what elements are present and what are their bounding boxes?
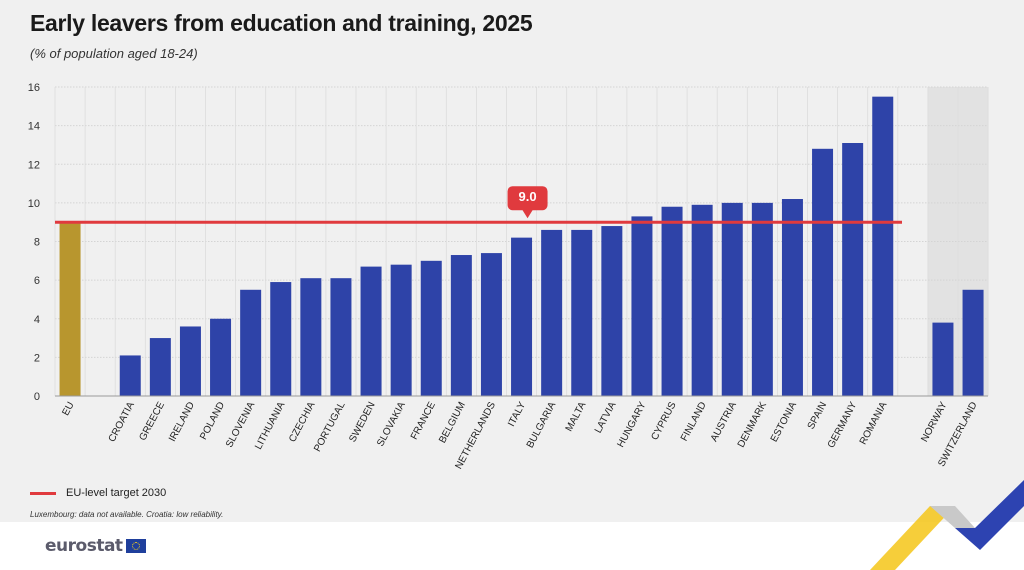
bar	[721, 202, 743, 396]
x-tick-label: NORWAY	[919, 400, 949, 444]
x-tick-label: BELGIUM	[437, 400, 468, 445]
x-tick-label: HUNGARY	[615, 400, 648, 449]
y-tick-label: 0	[34, 391, 40, 403]
x-tick-label: PORTUGAL	[312, 400, 348, 454]
x-tick-label: CZECHIA	[287, 400, 317, 444]
x-tick-label: CROATIA	[107, 400, 137, 444]
bar	[270, 282, 292, 396]
x-tick-label: POLAND	[198, 400, 227, 441]
bar	[390, 264, 412, 396]
x-tick-label: ITALY	[506, 400, 528, 429]
bar	[691, 204, 713, 396]
x-tick-label: GREECE	[137, 400, 167, 443]
target-legend-swatch	[30, 491, 56, 495]
bar	[480, 253, 502, 396]
bar	[119, 355, 141, 396]
y-tick-label: 14	[28, 121, 40, 133]
bar	[59, 222, 81, 396]
y-tick-label: 12	[28, 159, 40, 171]
x-tick-label: MALTA	[564, 400, 589, 434]
bar	[300, 278, 322, 396]
eurostat-logo: eurostat	[45, 536, 146, 556]
chart-subtitle: (% of population aged 18-24)	[30, 46, 198, 61]
x-tick-label: ESTONIA	[769, 400, 799, 444]
x-tick-label: BULGARIA	[525, 400, 559, 450]
x-tick-label: AUSTRIA	[709, 400, 739, 444]
bar	[541, 229, 563, 396]
bar	[240, 289, 262, 396]
x-tick-label: LITHUANIA	[253, 400, 287, 452]
target-value-marker	[507, 186, 548, 219]
bar	[932, 322, 954, 396]
bar	[812, 148, 834, 396]
x-tick-label: SPAIN	[806, 400, 829, 431]
x-tick-label: SLOVAKIA	[375, 400, 408, 448]
x-tick-label: CYPRUS	[649, 400, 678, 442]
bar	[872, 96, 894, 396]
decorative-chevron-icon	[870, 480, 1024, 570]
footnote: Luxembourg: data not available. Croatia:…	[30, 510, 224, 519]
bar	[360, 266, 382, 396]
eu-flag-icon	[125, 539, 146, 553]
x-tick-label: IRELAND	[167, 400, 197, 443]
bar	[330, 278, 352, 396]
legend: EU-level target 2030	[30, 487, 166, 499]
bar	[179, 326, 201, 396]
bar	[781, 199, 803, 396]
chart-title: Early leavers from education and trainin…	[30, 10, 533, 36]
y-tick-label: 8	[34, 237, 40, 249]
target-value-label: 9.0	[519, 189, 537, 204]
bar	[601, 226, 623, 396]
bar	[571, 229, 593, 396]
x-tick-label: SLOVENIA	[224, 400, 257, 450]
y-tick-label: 2	[34, 352, 40, 364]
bar	[631, 216, 653, 396]
x-tick-label: EU	[60, 400, 76, 417]
target-legend-label: EU-level target 2030	[66, 487, 167, 499]
x-tick-label: ROMANIA	[858, 400, 890, 447]
y-tick-label: 10	[28, 198, 40, 210]
x-tick-label: DENMARK	[736, 400, 769, 450]
bar	[450, 255, 472, 396]
x-tick-label: GERMANY	[826, 400, 860, 450]
bar	[210, 318, 232, 396]
bar	[842, 143, 864, 396]
bar	[420, 260, 442, 396]
y-tick-label: 6	[34, 275, 40, 287]
x-tick-label: SWEDEN	[347, 400, 377, 444]
bar	[962, 289, 984, 396]
bar	[149, 338, 171, 396]
logo-text: eurostat	[45, 536, 123, 556]
y-tick-label: 4	[34, 314, 40, 326]
bar	[661, 206, 683, 396]
x-tick-label: FRANCE	[409, 400, 438, 442]
x-tick-label: LATVIA	[593, 400, 619, 435]
bar	[751, 202, 773, 396]
bar	[511, 237, 533, 396]
y-tick-label: 16	[28, 82, 40, 94]
x-tick-label: FINLAND	[679, 400, 709, 443]
